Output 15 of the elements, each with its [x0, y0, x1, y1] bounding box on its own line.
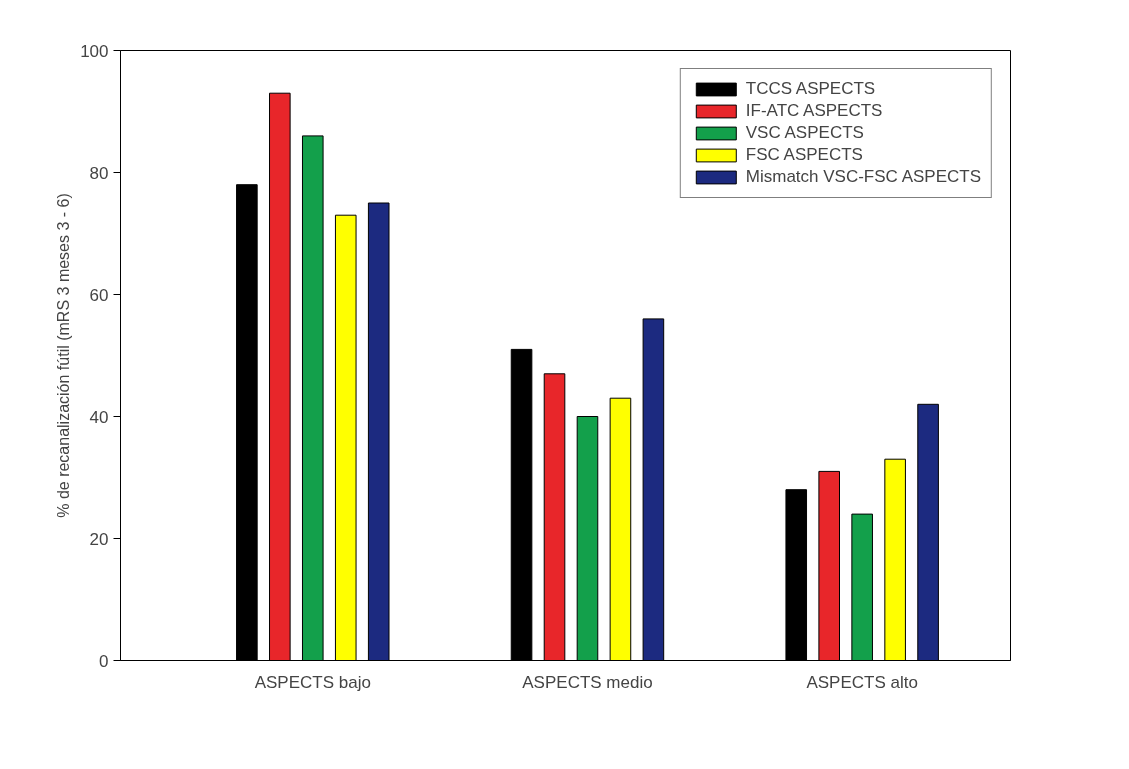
x-tick-label: ASPECTS alto [806, 672, 918, 692]
x-tick-label: ASPECTS bajo [254, 672, 371, 692]
legend-label: IF-ATC ASPECTS [745, 101, 883, 121]
legend-label: Mismatch VSC-FSC ASPECTS [745, 167, 981, 187]
y-tick-label: 20 [89, 529, 109, 549]
y-tick-label: 40 [89, 407, 109, 427]
y-tick-label: 60 [89, 285, 109, 305]
legend-label: FSC ASPECTS [745, 145, 863, 165]
legend-label: VSC ASPECTS [745, 123, 864, 143]
y-tick-label: 80 [89, 163, 109, 183]
y-tick-label: 100 [80, 41, 109, 61]
legend-label: TCCS ASPECTS [745, 79, 876, 99]
x-tick-label: ASPECTS medio [522, 672, 653, 692]
y-axis-title: % de recanalización fútil (mRS 3 meses 3 - 6) [55, 193, 73, 518]
y-tick-label: 0 [99, 651, 109, 671]
